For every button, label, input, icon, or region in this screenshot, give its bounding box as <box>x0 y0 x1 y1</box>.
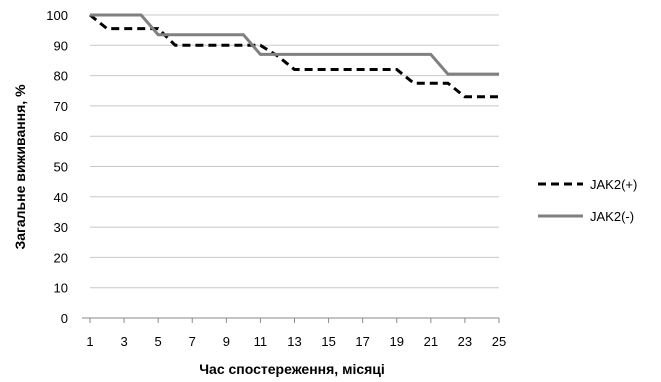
y-tick-label-20: 20 <box>54 250 68 265</box>
x-tick-label-5: 5 <box>155 334 162 349</box>
y-tick-label-0: 0 <box>61 311 68 326</box>
x-tick-label-11: 11 <box>254 334 268 349</box>
legend-label-jak2-neg: JAK2(-) <box>590 209 634 224</box>
x-tick-label-13: 13 <box>287 334 301 349</box>
series-lines <box>89 13 499 99</box>
grid-lines <box>90 14 499 289</box>
x-tick-label-3: 3 <box>120 334 127 349</box>
y-axis-ticks: 0 10 20 30 40 50 60 70 80 90 100 <box>46 8 68 326</box>
series-line-jak2-neg <box>90 13 499 76</box>
x-tick-label-25: 25 <box>492 334 506 349</box>
x-tick-label-9: 9 <box>223 334 230 349</box>
x-tick-label-7: 7 <box>189 334 196 349</box>
x-tick-label-17: 17 <box>355 334 369 349</box>
y-tick-label-90: 90 <box>54 38 68 53</box>
y-axis-title: Загальне виживання, % <box>12 84 28 250</box>
x-tick-label-15: 15 <box>321 334 335 349</box>
legend-label-jak2-pos: JAK2(+) <box>590 177 637 192</box>
y-tick-label-50: 50 <box>54 160 68 175</box>
y-tick-label-70: 70 <box>54 99 68 114</box>
y-tick-label-60: 60 <box>54 129 68 144</box>
legend: JAK2(+) JAK2(-) <box>538 177 637 224</box>
x-axis-title: Час спостереження, місяці <box>199 361 385 377</box>
y-tick-label-80: 80 <box>54 69 68 84</box>
y-tick-label-30: 30 <box>54 220 68 235</box>
x-tick-label-19: 19 <box>390 334 404 349</box>
x-tick-label-1: 1 <box>86 334 93 349</box>
x-tick-label-23: 23 <box>458 334 472 349</box>
y-tick-label-40: 40 <box>54 190 68 205</box>
y-tick-label-100: 100 <box>46 8 68 23</box>
x-axis-ticks: 1 3 5 7 9 11 13 15 17 19 21 23 25 <box>86 318 506 349</box>
x-tick-label-21: 21 <box>424 334 438 349</box>
series-line-jak2-pos <box>89 13 499 99</box>
y-tick-label-10: 10 <box>54 281 68 296</box>
